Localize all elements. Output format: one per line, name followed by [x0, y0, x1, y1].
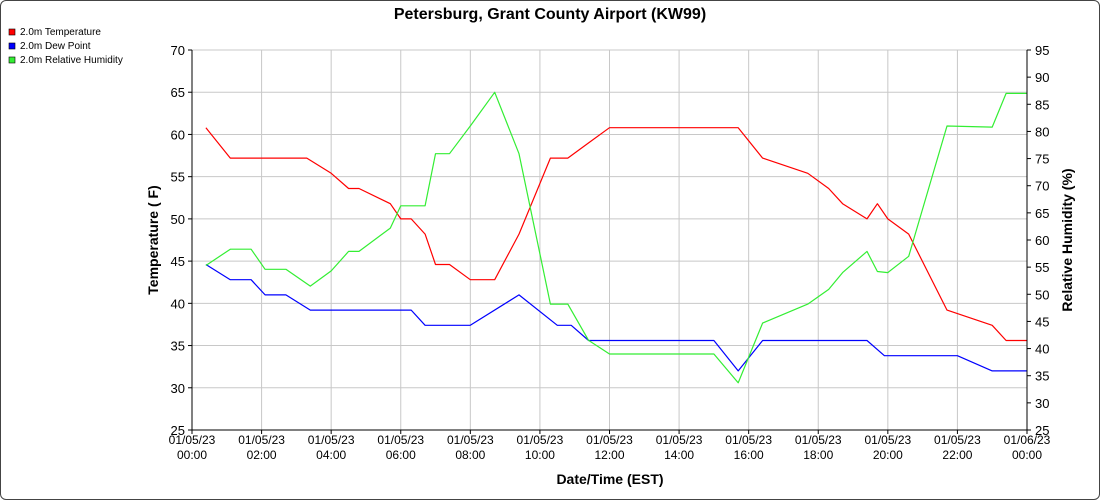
y2-tick-label: 95 — [1035, 43, 1049, 58]
y-tick-label: 70 — [171, 43, 185, 58]
legend-swatch — [8, 42, 16, 50]
x-tick-date: 01/05/23 — [864, 433, 911, 447]
x-tick-time: 00:00 — [1012, 448, 1042, 462]
x-tick-date: 01/05/23 — [238, 433, 285, 447]
y-tick-label: 65 — [171, 85, 185, 100]
x-tick-time: 00:00 — [177, 448, 207, 462]
y2-tick-label: 70 — [1035, 179, 1049, 194]
y2-tick-label: 75 — [1035, 152, 1049, 167]
y2-tick-label: 55 — [1035, 260, 1049, 275]
y-tick-label: 45 — [171, 254, 185, 269]
x-tick-date: 01/06/23 — [1004, 433, 1051, 447]
axes: 01/05/2300:0001/05/2302:0001/05/2304:000… — [169, 43, 1051, 462]
x-tick-time: 18:00 — [803, 448, 833, 462]
y-tick-label: 40 — [171, 296, 185, 311]
x-tick-date: 01/05/23 — [586, 433, 633, 447]
chart-title: Petersburg, Grant County Airport (KW99) — [394, 6, 706, 23]
x-tick-time: 14:00 — [664, 448, 694, 462]
y2-tick-label: 40 — [1035, 342, 1049, 357]
x-axis-title: Date/Time (EST) — [556, 471, 663, 487]
plot-lines — [205, 91, 1027, 384]
x-tick-date: 01/05/23 — [725, 433, 772, 447]
y2-tick-label: 80 — [1035, 124, 1049, 139]
y2-tick-label: 45 — [1035, 314, 1049, 329]
legend-label: 2.0m Temperature — [20, 27, 101, 38]
x-tick-time: 10:00 — [525, 448, 555, 462]
y-tick-label: 35 — [171, 339, 185, 354]
series-line-2-0m-relative-humidity — [205, 91, 1027, 384]
x-tick-date: 01/05/23 — [377, 433, 424, 447]
y2-tick-label: 90 — [1035, 70, 1049, 85]
legend-label: 2.0m Relative Humidity — [20, 55, 123, 66]
series-line-2-0m-dew-point — [205, 263, 1027, 372]
y-tick-label: 30 — [171, 381, 185, 396]
x-tick-time: 22:00 — [942, 448, 972, 462]
y-tick-label: 50 — [171, 212, 185, 227]
x-tick-time: 20:00 — [873, 448, 903, 462]
y2-tick-label: 25 — [1035, 423, 1049, 438]
y2-tick-label: 30 — [1035, 396, 1049, 411]
y-tick-label: 55 — [171, 170, 185, 185]
x-tick-date: 01/05/23 — [795, 433, 842, 447]
x-tick-date: 01/05/23 — [308, 433, 355, 447]
x-tick-time: 06:00 — [386, 448, 416, 462]
y-axis-title: Temperature ( F) — [145, 185, 161, 294]
x-tick-time: 02:00 — [247, 448, 277, 462]
y2-tick-label: 65 — [1035, 206, 1049, 221]
y-tick-label: 25 — [171, 423, 185, 438]
legend-swatch — [8, 56, 16, 64]
grid — [191, 49, 1028, 431]
legend-label: 2.0m Dew Point — [20, 41, 91, 52]
x-tick-time: 12:00 — [594, 448, 624, 462]
y2-tick-label: 60 — [1035, 233, 1049, 248]
series-line-2-0m-temperature — [205, 127, 1027, 342]
x-tick-date: 01/05/23 — [517, 433, 564, 447]
legend-swatch — [8, 28, 16, 36]
legend: 2.0m Temperature 2.0m Dew Point 2.0m Relat… — [8, 27, 123, 66]
x-tick-date: 01/05/23 — [169, 433, 216, 447]
y2-axis-title: Relative Humidity (%) — [1059, 168, 1075, 311]
y2-tick-label: 35 — [1035, 369, 1049, 384]
y2-tick-label: 50 — [1035, 287, 1049, 302]
x-tick-date: 01/05/23 — [934, 433, 981, 447]
x-tick-time: 16:00 — [734, 448, 764, 462]
y2-tick-label: 85 — [1035, 97, 1049, 112]
x-tick-date: 01/05/23 — [447, 433, 494, 447]
y-tick-label: 60 — [171, 127, 185, 142]
x-tick-time: 04:00 — [316, 448, 346, 462]
x-tick-date: 01/05/23 — [656, 433, 703, 447]
x-tick-time: 08:00 — [455, 448, 485, 462]
